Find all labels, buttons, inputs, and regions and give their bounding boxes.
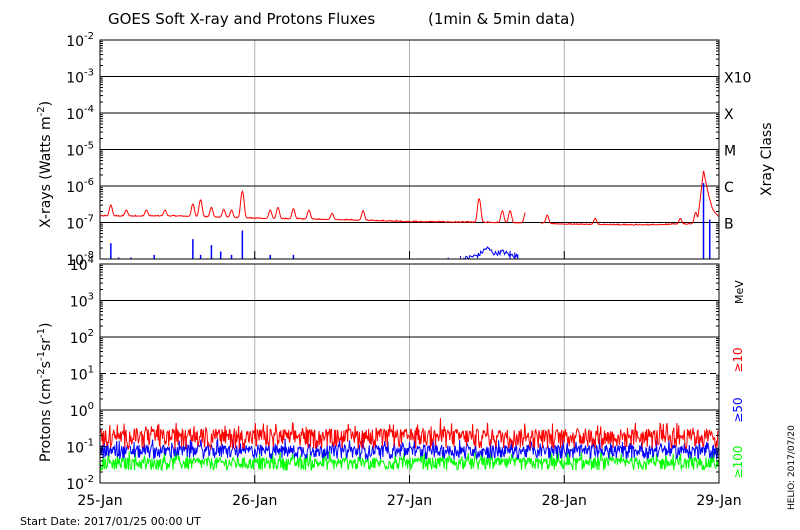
x-tick-label: 25-Jan [77,493,122,509]
y-tick-label: 10-2 [66,31,94,50]
xray-class-label: M [724,144,736,160]
chart-title: GOES Soft X-ray and Protons Fluxes [108,10,375,28]
xray-long-series [541,170,719,226]
y-tick-label: 10-6 [66,177,94,196]
proton-legend-entry: ≥10 [731,347,745,372]
proton-series-0 [99,418,719,451]
x-tick-label: 28-Jan [542,493,587,509]
xray-panel: 10-2 10-3 10-4 10-5 10-6 10-7 10-8 X10 X M C B Xra… [36,31,775,269]
y-tick-label: 10-3 [66,68,94,87]
x-tick-label: 26-Jan [232,493,277,509]
xray-class-label: C [724,180,734,196]
start-date-label: Start Date: 2017/01/25 00:00 UT [20,515,201,528]
xray-long-series [99,189,526,224]
y-tick-label: 10-5 [66,141,94,160]
y-tick-label: 101 [70,365,94,384]
y-tick-label: 10-4 [66,104,94,123]
proton-legend-entry: ≥50 [731,397,745,422]
proton-unit-label: MeV [733,280,746,304]
y-tick-label: 10-1 [66,438,94,457]
x-tick-label: 27-Jan [387,493,432,509]
proton-legend-entry: ≥100 [731,446,745,479]
xray-class-label: B [724,217,734,233]
y-tick-label: 10-2 [66,474,94,493]
xray-class-axis-title: Xray Class [759,123,775,197]
x-tick-label: 29-Jan [696,493,741,509]
y-tick-label: 10-8 [66,250,94,269]
proton-series-1 [99,437,719,461]
xray-short-hump [463,246,519,260]
y-tick-label: 100 [70,401,94,420]
y-tick-label: 10-7 [66,214,94,233]
y-tick-label: 104 [70,255,94,274]
proton-y-axis-title: Protons (cm-2s-1sr-1) [36,323,54,462]
proton-series-2 [99,449,719,471]
y-tick-label: 102 [70,328,94,347]
xray-y-axis-title: X-rays (Watts m-2) [36,101,54,228]
y-tick-label: 103 [70,292,94,311]
xray-class-label: X [724,107,734,123]
helio-stamp: HELIO: 2017/07/20 [787,425,797,510]
xray-class-label: X10 [724,71,751,87]
proton-panel: 104 103 102 101 100 10-1 10-2 25-Jan 26-Jan 27-J… [36,251,746,509]
chart-subtitle: (1min & 5min data) [428,10,575,28]
